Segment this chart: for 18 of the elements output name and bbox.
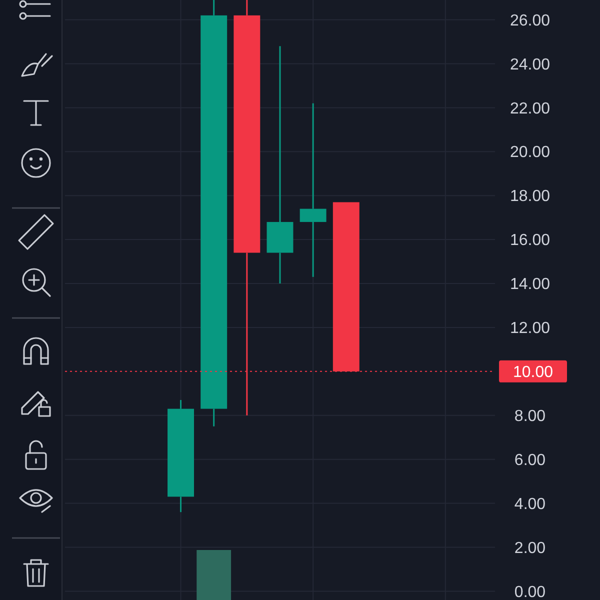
y-tick-label: 26.00 [510,12,550,30]
y-tick-label: 16.00 [510,232,550,250]
candlestick [200,0,228,428]
y-tick-label: 8.00 [514,408,546,425]
y-tick-label: 20.00 [510,144,550,162]
y-tick-label: 18.00 [510,188,550,206]
y-tick-label: 2.00 [514,540,546,557]
candlestick [266,45,294,284]
candlestick [300,102,326,278]
y-tick-label: 0.00 [514,584,546,600]
y-tick-label: 22.00 [510,100,550,118]
y-tick-label: 24.00 [510,56,550,74]
y-tick-label: 12.00 [510,320,550,338]
candlestick [168,399,194,513]
y-tick-label: 4.00 [514,496,546,513]
y-tick-label: 6.00 [514,452,546,469]
ref-line-label: 10.00 [512,364,554,382]
y-tick-label: 14.00 [510,276,550,294]
